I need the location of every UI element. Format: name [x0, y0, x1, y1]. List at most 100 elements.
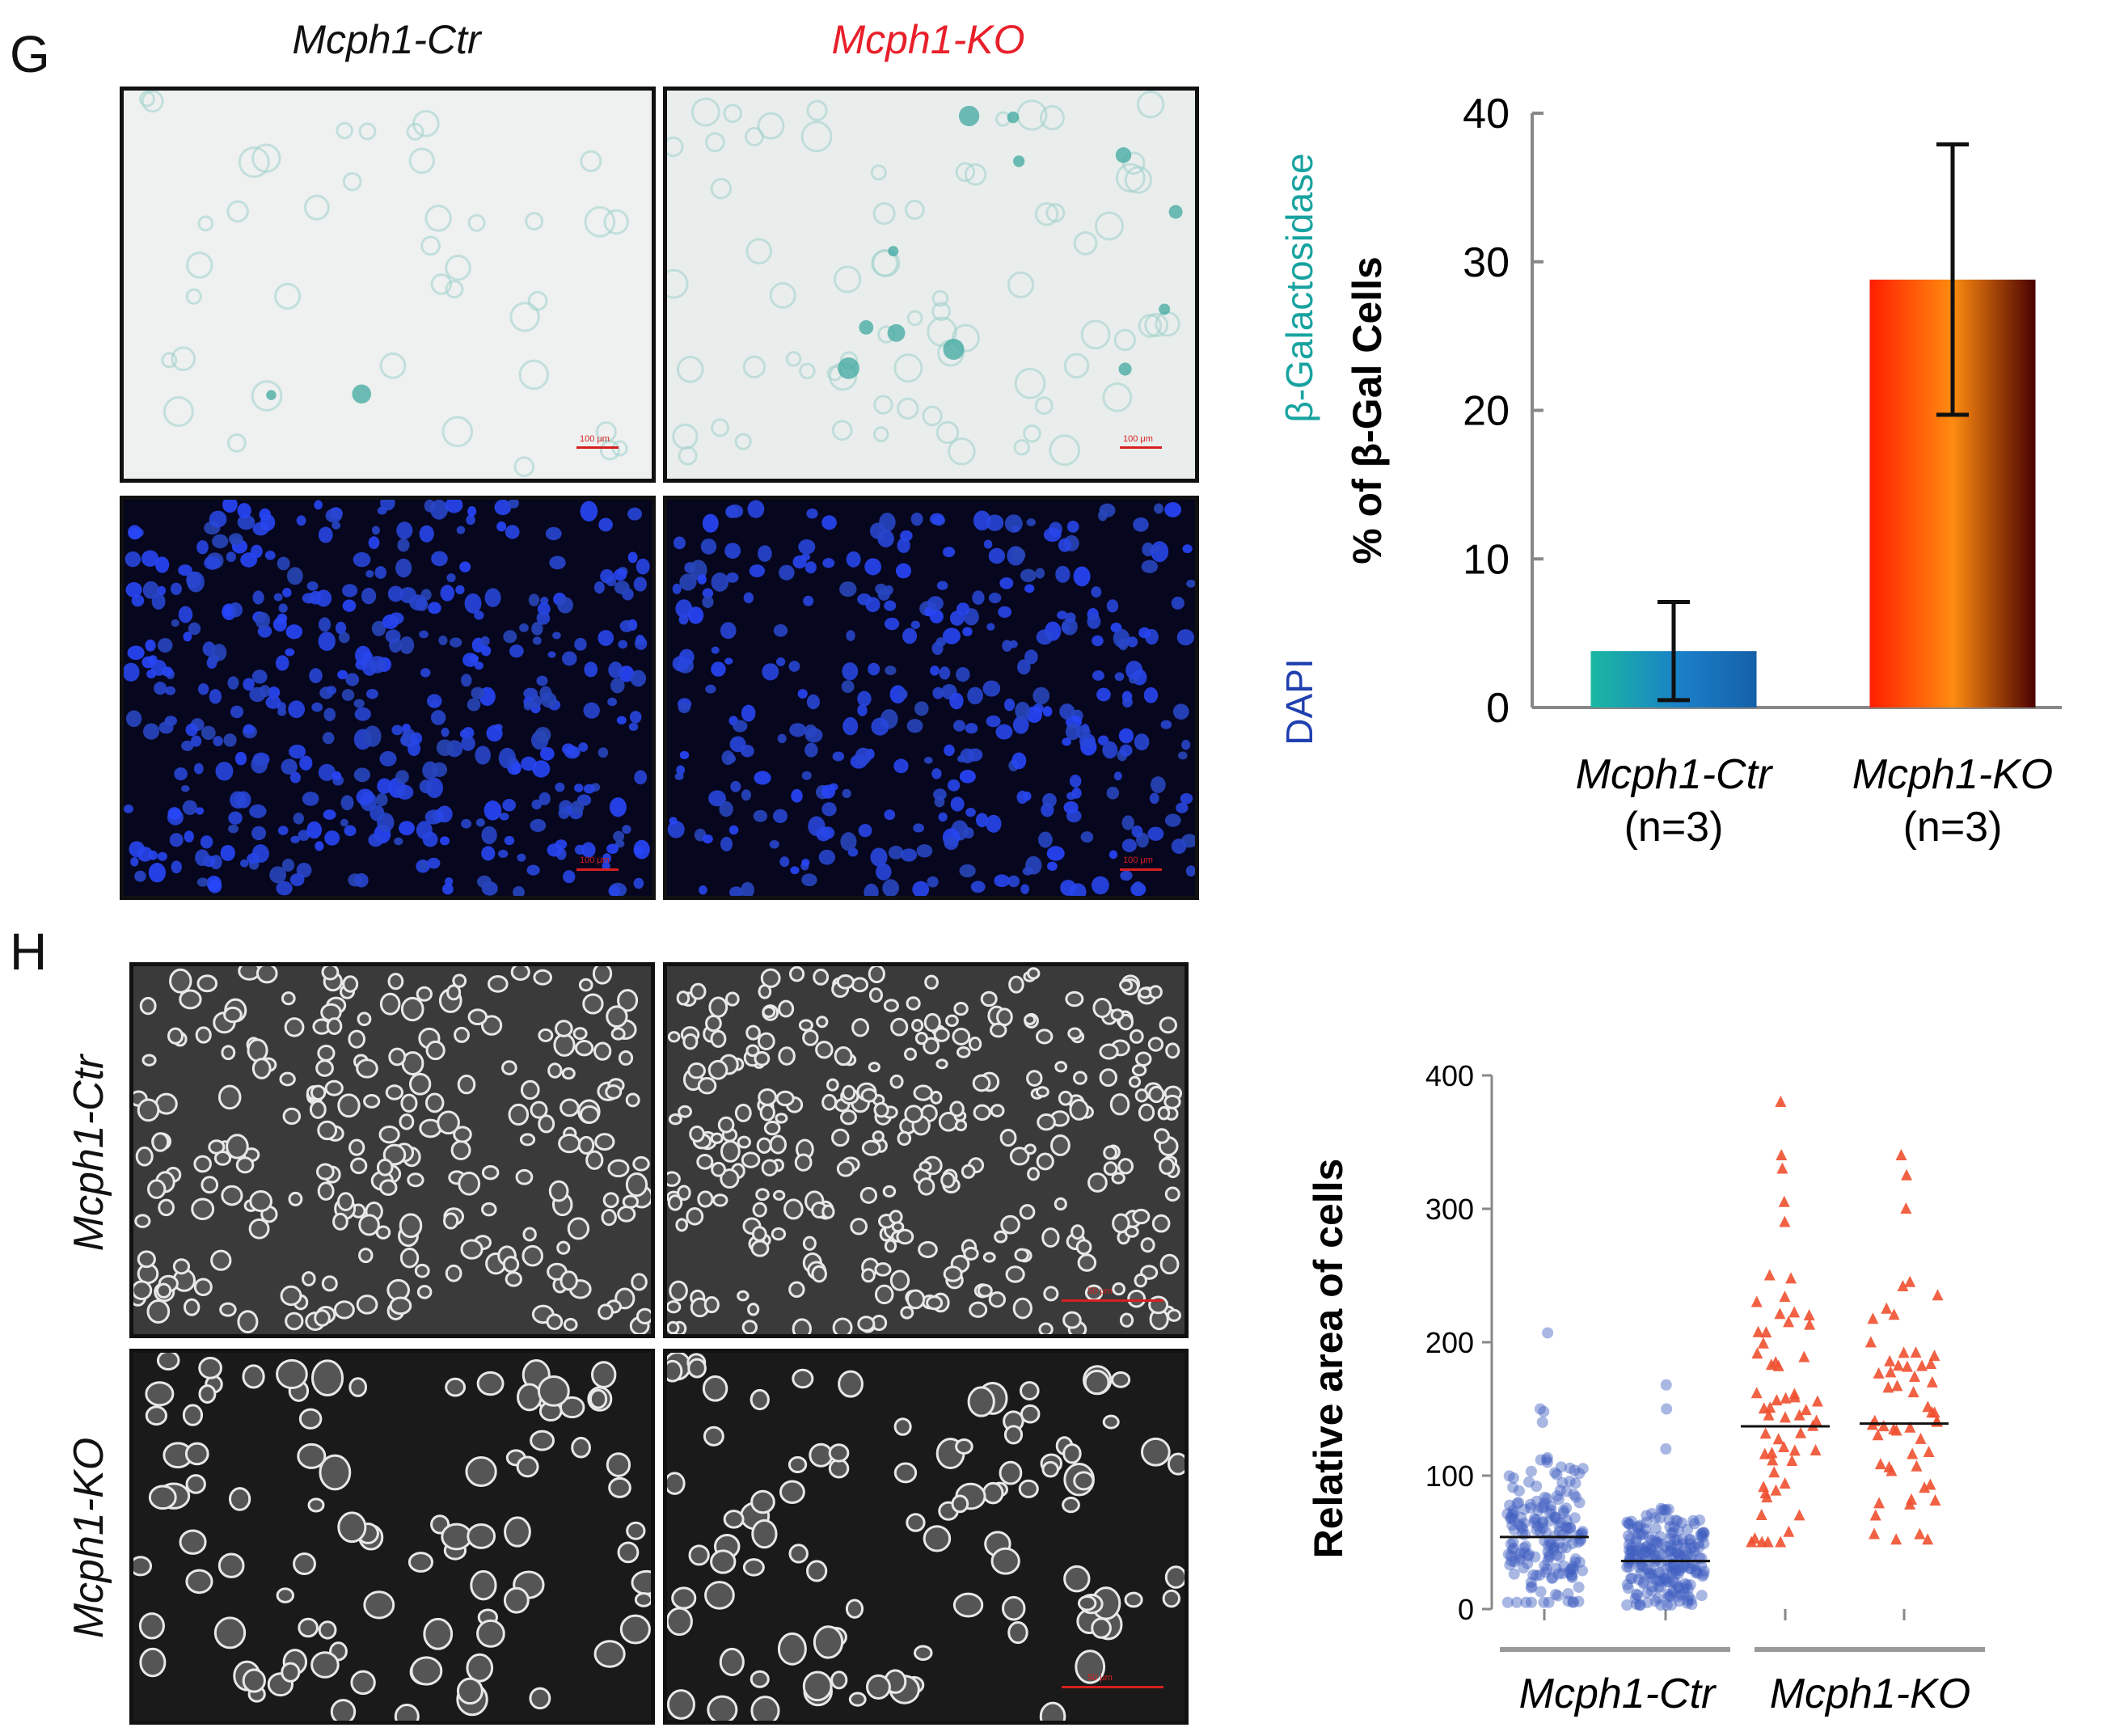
- nucleus: [240, 552, 258, 568]
- cell: [883, 999, 899, 1012]
- data-point: [1901, 1168, 1913, 1181]
- data-point: [1780, 1392, 1792, 1404]
- cell: [606, 1452, 631, 1477]
- nucleus: [456, 526, 466, 534]
- nucleus: [1047, 861, 1058, 871]
- nucleus: [130, 856, 139, 867]
- cell: [872, 426, 889, 442]
- nucleus: [145, 639, 156, 652]
- nucleus: [842, 662, 859, 681]
- cell: [671, 1586, 697, 1610]
- cell: [1050, 1134, 1071, 1156]
- data-point: [1632, 1527, 1645, 1540]
- cell: [741, 1151, 761, 1168]
- data-point: [1895, 1149, 1907, 1160]
- cell: [443, 1212, 459, 1230]
- nucleus: [125, 551, 141, 568]
- nucleus: [1185, 865, 1195, 877]
- beta-gal-ko-cells: [667, 91, 1183, 467]
- nucleus: [1092, 670, 1104, 681]
- data-point: [1552, 1568, 1565, 1580]
- nucleus: [724, 543, 741, 560]
- data-point: [1650, 1537, 1662, 1549]
- data-point: [1507, 1514, 1519, 1526]
- cell: [745, 238, 773, 264]
- nucleus: [1043, 527, 1062, 543]
- cell: [337, 1093, 361, 1118]
- nucleus: [636, 558, 650, 575]
- cell: [1071, 1224, 1085, 1240]
- nucleus: [354, 872, 369, 888]
- data-point: [1518, 1547, 1531, 1559]
- nucleus: [842, 716, 859, 736]
- nucleus: [391, 724, 403, 736]
- nucleus: [773, 809, 788, 823]
- cell: [453, 1126, 472, 1143]
- nucleus: [365, 688, 378, 699]
- stained-cell: [887, 323, 906, 342]
- cell: [792, 1368, 814, 1389]
- nucleus: [857, 691, 872, 707]
- cell: [1007, 271, 1035, 298]
- cell: [133, 1280, 153, 1301]
- nucleus: [484, 588, 501, 607]
- cell: [315, 1059, 334, 1077]
- data-point: [1511, 1497, 1523, 1510]
- column-title-ctr: Mcph1-Ctr: [292, 17, 481, 62]
- data-point: [1553, 1520, 1565, 1532]
- nucleus: [630, 669, 647, 687]
- cell: [195, 1026, 212, 1044]
- cell: [407, 1172, 424, 1188]
- nucleus: [749, 564, 765, 577]
- data-point: [1557, 1505, 1569, 1517]
- cell: [711, 1161, 726, 1177]
- cell: [1043, 1286, 1059, 1302]
- cell: [1005, 1265, 1025, 1283]
- cell: [314, 1309, 331, 1327]
- data-point: [1892, 1359, 1904, 1371]
- data-point: [1639, 1523, 1651, 1535]
- cell: [831, 1128, 850, 1147]
- data-point: [1923, 1445, 1935, 1457]
- nucleus: [1122, 696, 1133, 708]
- data-point: [1671, 1534, 1683, 1546]
- cell: [874, 1284, 894, 1305]
- data-point: [1690, 1566, 1702, 1578]
- nucleus: [277, 613, 288, 623]
- cell: [330, 1699, 357, 1721]
- cell: [525, 212, 544, 231]
- cell: [832, 1317, 853, 1334]
- cell: [138, 1612, 165, 1640]
- nucleus: [178, 564, 192, 577]
- cell: [943, 1265, 963, 1282]
- cell: [788, 1281, 805, 1298]
- data-point: [1644, 1563, 1656, 1575]
- cell: [505, 1271, 522, 1287]
- nucleus: [1171, 596, 1185, 610]
- nucleus: [972, 590, 985, 605]
- cell: [379, 992, 401, 1016]
- nucleus: [243, 678, 255, 691]
- data-point: [1524, 1498, 1536, 1510]
- data-point: [1766, 1447, 1778, 1459]
- data-point: [1540, 1563, 1552, 1575]
- y-tick-label: 0: [1458, 1593, 1474, 1626]
- data-point: [1550, 1588, 1562, 1600]
- nucleus: [264, 551, 276, 560]
- data-point: [1662, 1591, 1674, 1603]
- nucleus: [1091, 586, 1102, 598]
- cell: [161, 352, 178, 369]
- data-point: [1664, 1561, 1676, 1573]
- data-point: [1506, 1509, 1518, 1521]
- data-point: [1560, 1485, 1573, 1497]
- nucleus: [1024, 584, 1035, 593]
- nucleus: [868, 662, 880, 676]
- cell: [348, 1029, 366, 1049]
- data-point: [1632, 1521, 1644, 1533]
- nucleus: [1160, 720, 1172, 729]
- data-point: [1768, 1466, 1780, 1478]
- cell: [574, 1040, 594, 1057]
- cell: [906, 1289, 926, 1310]
- nucleus: [325, 508, 343, 523]
- nucleus: [762, 663, 779, 681]
